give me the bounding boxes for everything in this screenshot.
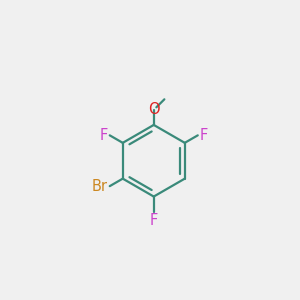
Text: O: O <box>148 102 160 117</box>
Text: F: F <box>100 128 108 143</box>
Text: Br: Br <box>92 178 108 194</box>
Text: F: F <box>200 128 208 143</box>
Text: F: F <box>150 213 158 228</box>
